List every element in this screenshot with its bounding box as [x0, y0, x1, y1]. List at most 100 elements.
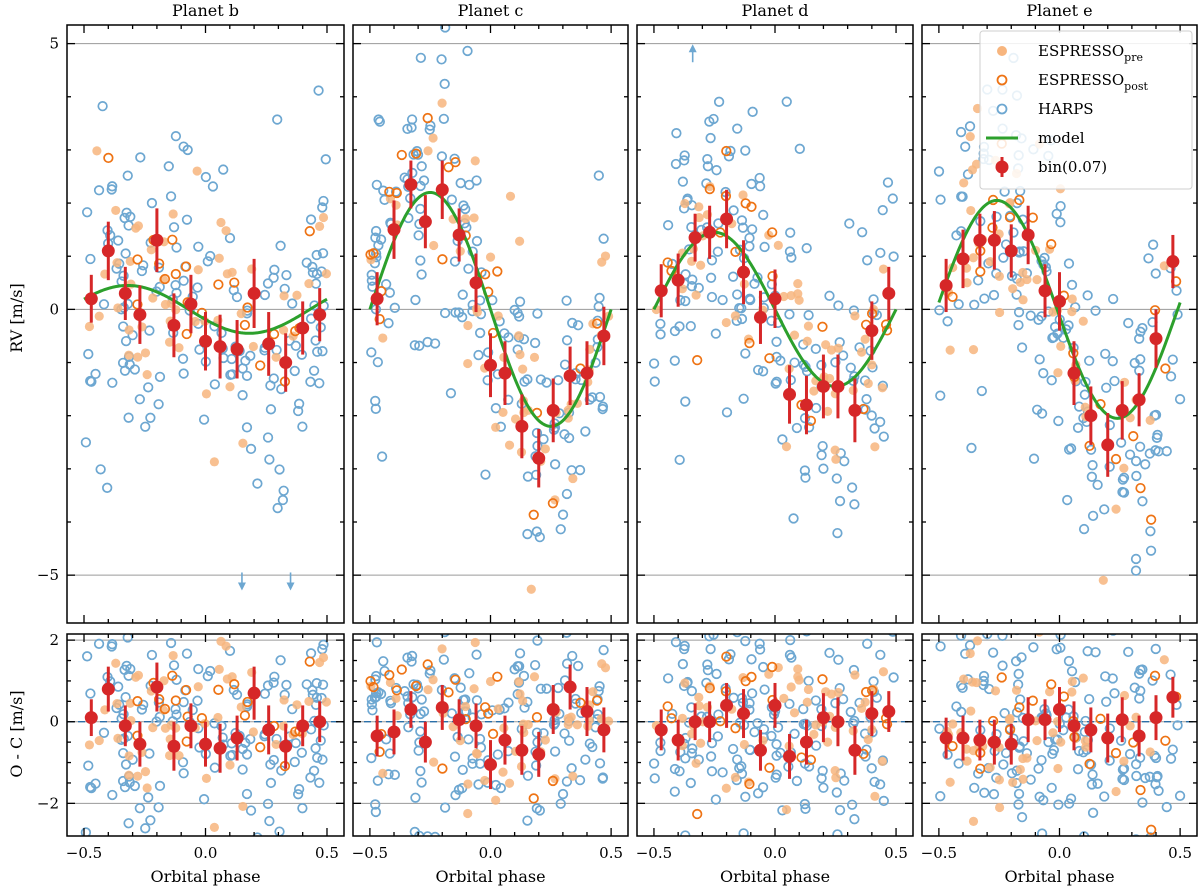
bin-point: [753, 743, 767, 757]
harps-point: [955, 126, 967, 138]
espresso-pre-point: [142, 370, 152, 380]
harps-point: [553, 374, 564, 386]
espresso-post-point: [167, 234, 178, 245]
harps-point: [366, 347, 377, 358]
espresso-pre-point: [214, 253, 224, 263]
bin-point: [1038, 284, 1052, 298]
bin-point: [1115, 713, 1129, 727]
harps-point: [789, 728, 800, 739]
espresso-pre-point: [870, 791, 880, 801]
harps-point: [758, 661, 769, 673]
espresso-post-point: [764, 762, 775, 773]
espresso-pre-point: [146, 245, 156, 255]
harps-point: [165, 637, 177, 649]
harps-point: [146, 649, 158, 661]
harps-point: [183, 595, 192, 604]
harps-point: [1117, 773, 1128, 785]
bin-point: [1053, 702, 1066, 716]
harps-point: [1092, 479, 1103, 491]
legend-box: [979, 30, 1193, 190]
harps-point: [305, 214, 317, 225]
harps-point: [140, 823, 151, 834]
espresso-pre-point: [463, 779, 473, 789]
harps-point: [409, 340, 420, 351]
espresso-pre-point: [423, 685, 433, 695]
espresso-pre-point: [92, 146, 102, 156]
harps-point: [748, 598, 757, 607]
harps-point: [172, 590, 181, 599]
espresso-pre-point: [318, 212, 329, 223]
harps-point: [1062, 494, 1073, 506]
bin-point: [831, 715, 845, 729]
harps-point: [561, 335, 573, 346]
harps-point: [1123, 317, 1134, 329]
harps-point: [680, 295, 691, 307]
harps-point: [687, 743, 698, 754]
harps-point: [860, 751, 871, 762]
harps-point: [1147, 239, 1159, 250]
espresso-pre-point: [694, 692, 704, 702]
espresso-post-point: [368, 681, 379, 693]
espresso-pre-point: [437, 644, 447, 654]
harps-point: [574, 774, 586, 786]
bin-point: [1132, 729, 1146, 743]
harps-point: [378, 656, 389, 667]
harps-point: [655, 329, 666, 340]
harps-point: [816, 359, 827, 371]
espresso-pre-point: [848, 726, 858, 736]
x-tick-label: −0.5: [66, 844, 102, 862]
espresso-pre-point: [429, 240, 439, 251]
espresso-post-point: [721, 145, 732, 157]
harps-point: [749, 278, 760, 289]
harps-point: [757, 366, 769, 377]
espresso-pre-point: [1111, 504, 1121, 514]
espresso-post-point: [480, 269, 491, 280]
harps-point: [534, 531, 545, 543]
espresso-pre-point: [965, 648, 975, 659]
harps-point: [723, 151, 735, 162]
espresso-post-point: [167, 670, 178, 681]
espresso-pre-point: [192, 166, 202, 176]
bin-point: [296, 719, 310, 733]
espresso-post-point: [304, 226, 315, 237]
espresso-pre-point: [781, 805, 792, 815]
espresso-pre-point: [515, 689, 525, 699]
harps-point: [439, 78, 450, 90]
legend-item-model: model: [986, 129, 1085, 147]
espresso-post-point: [817, 321, 828, 332]
harps-point: [154, 281, 165, 293]
legend-item-bin: bin(0.07): [995, 157, 1107, 177]
espresso-pre-point: [540, 444, 550, 454]
harps-point: [771, 336, 782, 347]
espresso-pre-point: [1008, 777, 1018, 788]
espresso-pre-point: [213, 712, 223, 723]
harps-point: [406, 114, 418, 125]
espresso-pre-point: [730, 311, 740, 321]
harps-point: [1108, 293, 1119, 305]
harps-point: [725, 145, 736, 157]
espresso-pre-point: [124, 325, 134, 335]
harps-point: [1167, 744, 1178, 755]
espresso-post-point: [487, 728, 499, 740]
harps-point: [95, 464, 106, 475]
espresso-pre-point: [529, 352, 540, 362]
harps-point: [1038, 368, 1049, 379]
harps-point: [471, 695, 483, 706]
harps-point: [83, 760, 94, 771]
harps-point: [597, 401, 609, 412]
harps-point: [1065, 793, 1077, 804]
espresso-pre-point: [1145, 415, 1155, 425]
bin-point: [213, 340, 227, 354]
espresso-post-point: [391, 187, 402, 199]
harps-point: [997, 634, 1008, 641]
harps-point: [978, 857, 987, 866]
espresso-post-point: [391, 685, 402, 696]
espresso-post-point: [368, 248, 379, 259]
harps-point: [1013, 634, 1021, 636]
harps-point: [753, 788, 764, 799]
bin-point: [1166, 255, 1180, 269]
harps-point: [752, 718, 763, 729]
espresso-post-point: [666, 713, 677, 724]
harps-point: [228, 284, 239, 296]
espresso-pre-point: [227, 672, 237, 682]
